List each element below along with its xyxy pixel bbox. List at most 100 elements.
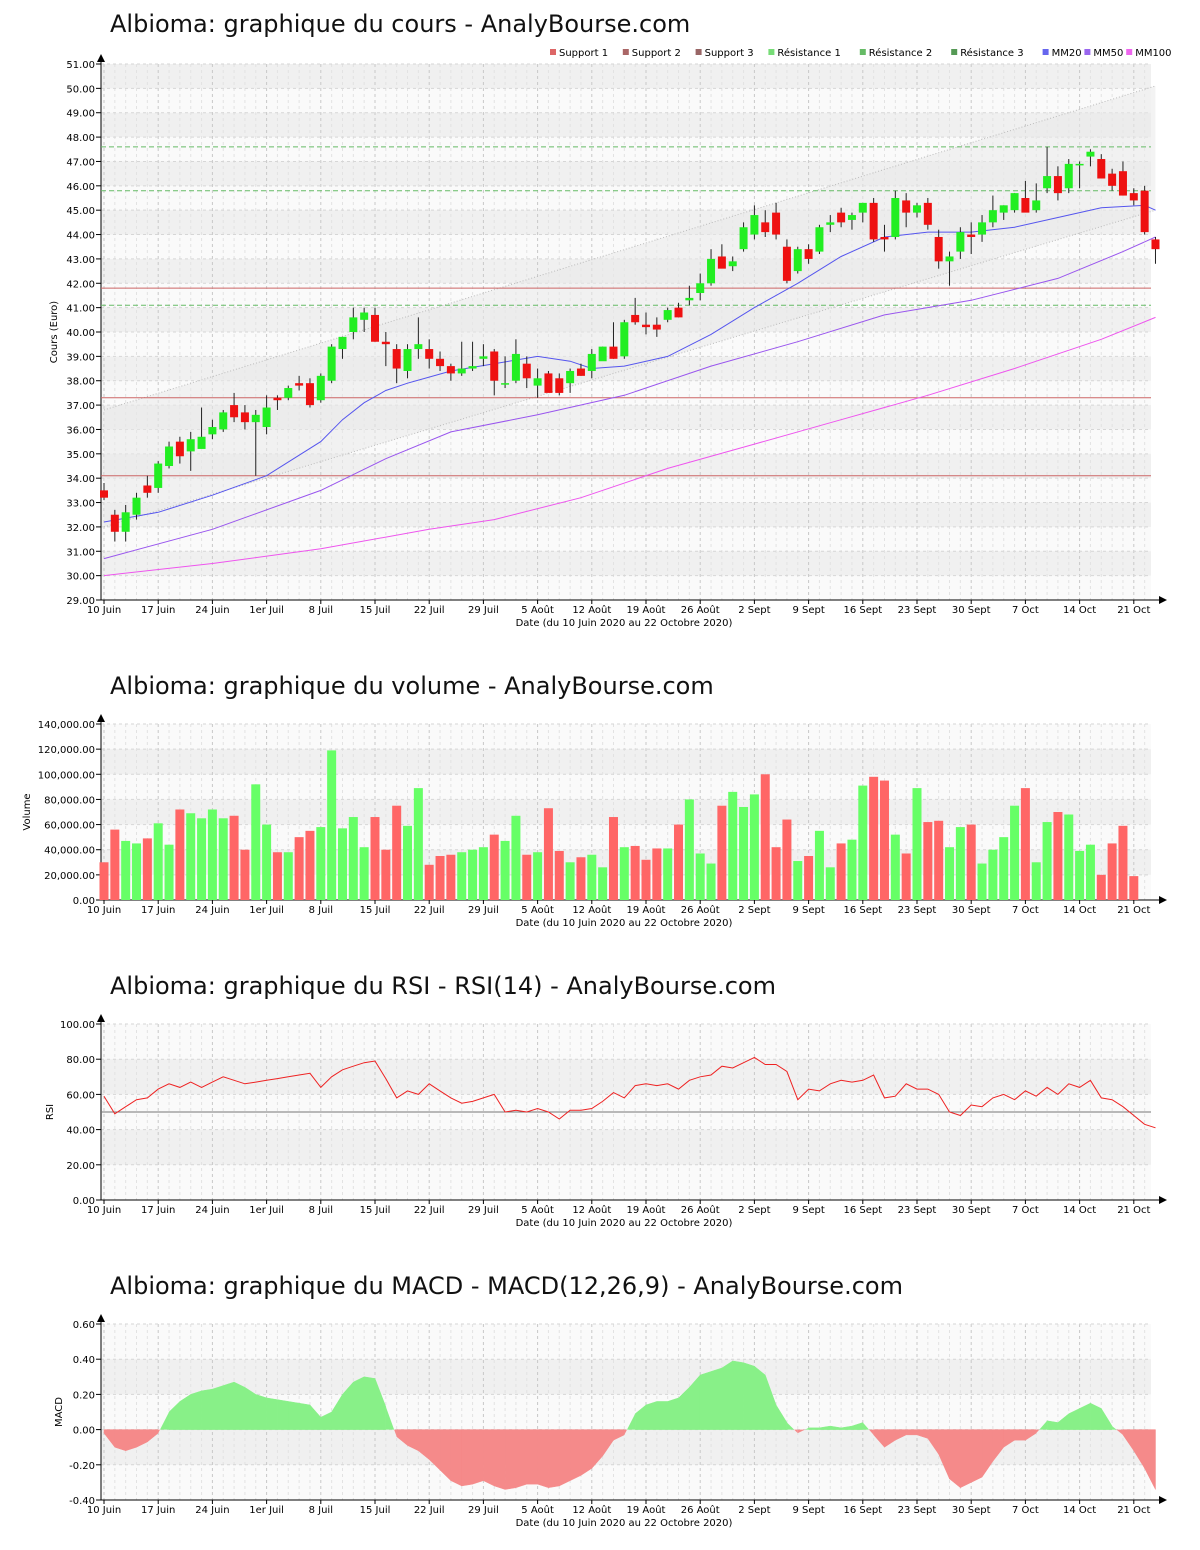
- candle-body: [132, 497, 141, 515]
- price-chart-title: Albioma: graphique du cours - AnalyBours…: [110, 10, 691, 38]
- macd-area-segment: [472, 1429, 484, 1485]
- candle-body: [1021, 198, 1030, 213]
- x-tick-label: 23 Sept: [898, 905, 937, 916]
- y-axis-title: MACD: [54, 1397, 65, 1427]
- legend-swatch: [951, 49, 958, 55]
- legend-label: Support 3: [705, 48, 754, 59]
- macd-area-segment: [394, 1429, 397, 1437]
- y-axis-title: Volume: [22, 793, 33, 830]
- macd-area-segment: [504, 1429, 517, 1490]
- volume-bar: [684, 799, 694, 900]
- y-tick-label: 0.40: [73, 1355, 95, 1366]
- macd-area-segment: [645, 1401, 658, 1430]
- x-axis-title: Date (du 10 Juin 2020 au 22 Octobre 2020…: [516, 618, 733, 629]
- legend-label: MM20: [1052, 48, 1082, 59]
- y-tick-label: 31.00: [66, 547, 95, 558]
- x-tick-label: 8 Juil: [309, 905, 333, 916]
- macd-area-segment: [743, 1362, 755, 1430]
- x-tick-label: 23 Sept: [898, 605, 937, 616]
- candle-body: [815, 227, 824, 252]
- volume-bar: [500, 840, 510, 900]
- volume-bar: [99, 862, 109, 900]
- macd-area-segment: [1101, 1407, 1113, 1430]
- volume-bar: [554, 850, 564, 900]
- x-tick-label: 12 Août: [572, 904, 611, 916]
- candle-body: [121, 512, 130, 532]
- candle-body: [674, 307, 683, 318]
- x-tick-label: 22 Juil: [414, 1205, 445, 1216]
- candle-body: [479, 356, 488, 359]
- candle-body: [696, 283, 705, 294]
- macd-area-segment: [493, 1429, 506, 1490]
- macd-area-segment: [797, 1429, 805, 1434]
- candle-body: [511, 353, 520, 381]
- candle-body: [251, 414, 260, 423]
- candle-body: [1108, 173, 1117, 186]
- grid-band: [101, 112, 1151, 138]
- volume-bar: [890, 834, 900, 900]
- volume-bar: [381, 849, 391, 900]
- y-tick-label: 41.00: [66, 304, 95, 315]
- volume-bar: [598, 867, 608, 900]
- y-axis-arrow: [97, 714, 105, 722]
- x-tick-label: 10 Juin: [87, 1505, 121, 1516]
- macd-area-segment: [627, 1413, 636, 1430]
- y-tick-label: 48.00: [66, 133, 95, 144]
- candle-body: [782, 246, 791, 281]
- volume-bar: [370, 817, 380, 900]
- volume-bar: [999, 837, 1009, 900]
- volume-bar: [836, 843, 846, 900]
- x-tick-label: 19 Août: [627, 604, 666, 616]
- candle-body: [555, 378, 564, 393]
- x-tick-label: 2 Sept: [738, 1205, 770, 1216]
- x-tick-label: 16 Sept: [843, 1505, 882, 1516]
- macd-area-segment: [233, 1381, 246, 1430]
- volume-bar: [468, 849, 478, 900]
- volume-bar: [359, 847, 369, 900]
- macd-area-segment: [970, 1429, 983, 1483]
- macd-area-segment: [374, 1378, 387, 1430]
- y-tick-label: 36.00: [66, 425, 95, 436]
- volume-bar: [608, 817, 618, 900]
- grid-band: [101, 749, 1151, 775]
- macd-area-segment: [710, 1367, 723, 1430]
- y-tick-label: 38.00: [66, 377, 95, 388]
- y-tick-label: 44.00: [66, 231, 95, 242]
- volume-bar: [294, 837, 304, 900]
- x-axis-arrow: [1159, 596, 1167, 604]
- candle-body: [620, 322, 629, 357]
- candle-body: [685, 297, 694, 301]
- candle-body: [457, 368, 466, 374]
- legend-label: Support 1: [559, 48, 608, 59]
- x-tick-label: 14 Oct: [1063, 905, 1096, 916]
- grid-band: [101, 551, 1151, 576]
- volume-bar: [630, 845, 640, 900]
- volume-bar: [240, 849, 250, 900]
- candle-body: [100, 490, 108, 498]
- x-tick-label: 7 Oct: [1012, 905, 1039, 916]
- candle-body: [652, 324, 661, 330]
- volume-bar: [1096, 874, 1106, 900]
- volume-bar: [576, 857, 586, 900]
- mm50-line: [103, 236, 1156, 560]
- x-tick-label: 30 Sept: [952, 1205, 991, 1216]
- candle-body: [1064, 163, 1073, 189]
- macd-area-segment: [288, 1401, 300, 1430]
- x-tick-label: 16 Sept: [843, 1205, 882, 1216]
- macd-area-segment: [960, 1429, 972, 1489]
- volume-bar: [478, 847, 488, 900]
- macd-area-segment: [794, 1429, 798, 1434]
- macd-area-segment: [754, 1365, 766, 1430]
- candle-body: [902, 200, 911, 213]
- x-tick-label: 5 Août: [521, 904, 554, 916]
- candle-body: [544, 373, 553, 393]
- volume-bar: [511, 815, 521, 900]
- x-tick-label: 5 Août: [521, 604, 554, 616]
- volume-bar: [988, 849, 998, 900]
- y-axis-arrow: [97, 1014, 105, 1022]
- y-tick-label: 0.00: [73, 1196, 95, 1207]
- legend-swatch: [622, 49, 629, 55]
- candle-body: [533, 378, 542, 386]
- candle-body: [576, 368, 585, 376]
- volume-bar: [695, 853, 705, 900]
